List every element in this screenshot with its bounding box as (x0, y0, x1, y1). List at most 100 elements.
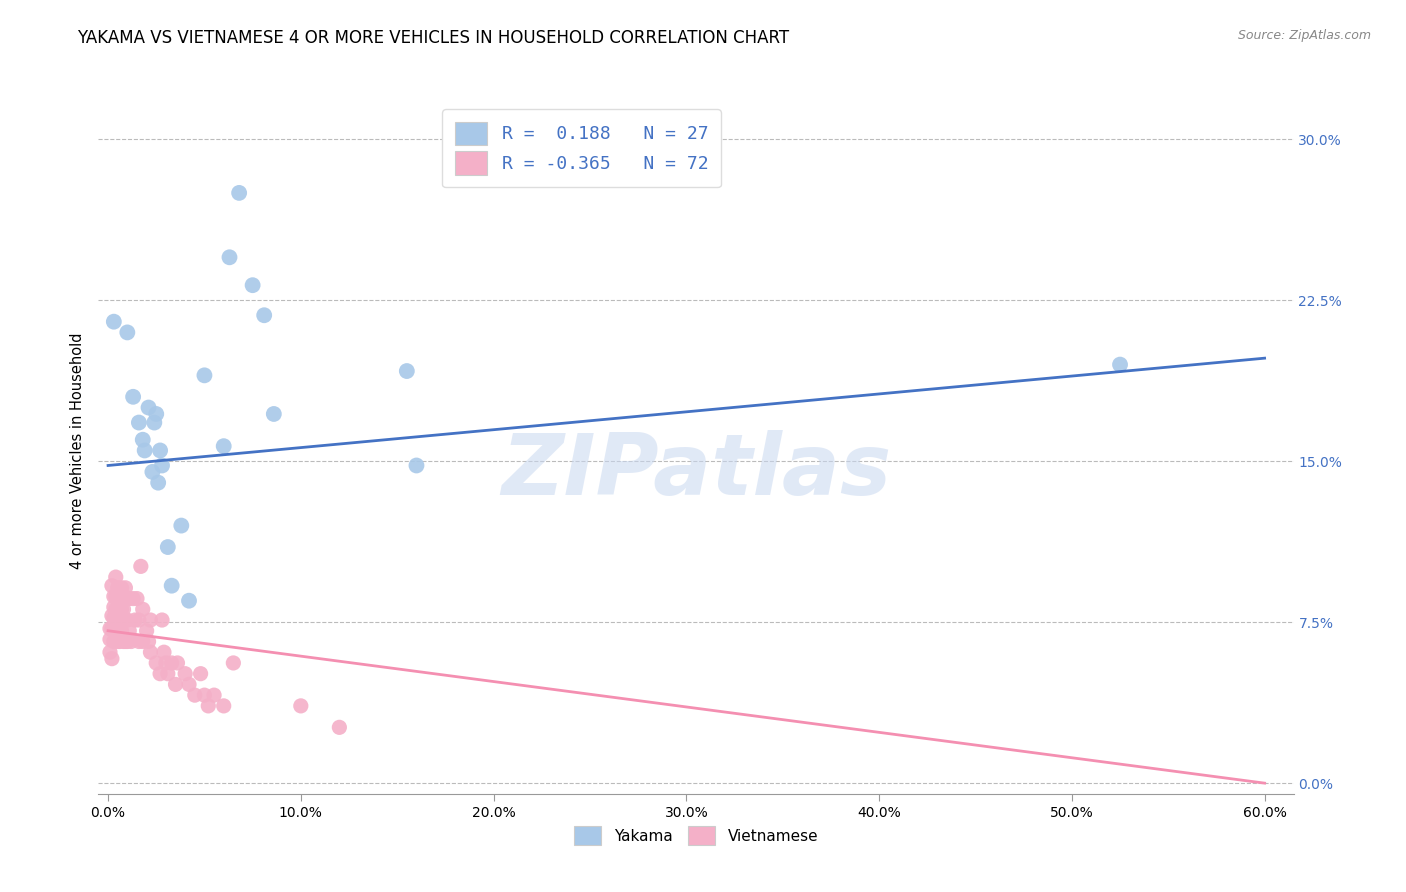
Point (145, 407, 167, 421)
Point (129, 559, 152, 574)
Point (160, 656, 183, 670)
Point (145, 656, 167, 670)
Point (108, 591, 131, 606)
Point (156, 540, 179, 554)
Point (104, 570, 127, 584)
Point (218, 250, 240, 264)
Point (193, 368, 215, 383)
Point (103, 590, 125, 604)
Point (139, 613, 162, 627)
Point (117, 634, 139, 648)
Point (150, 458, 173, 473)
Point (101, 651, 124, 665)
Point (128, 416, 150, 430)
Point (174, 666, 197, 681)
Point (170, 518, 193, 533)
Point (110, 624, 132, 638)
Point (148, 475, 170, 490)
Point (108, 634, 131, 648)
Text: ZIPatlas: ZIPatlas (501, 430, 891, 513)
Point (132, 602, 155, 616)
Point (117, 613, 139, 627)
Point (253, 308, 276, 322)
Point (150, 613, 173, 627)
Point (138, 401, 160, 415)
Point (134, 443, 156, 458)
Point (104, 624, 127, 638)
Point (156, 666, 179, 681)
Point (212, 439, 235, 453)
Point (108, 602, 131, 616)
Point (1109, 358, 1132, 372)
Point (149, 666, 172, 681)
Point (138, 634, 160, 648)
Point (98, 645, 121, 659)
Point (165, 677, 187, 691)
Point (114, 581, 136, 595)
Point (160, 579, 183, 593)
Point (155, 656, 177, 670)
Point (153, 645, 176, 659)
Point (104, 590, 127, 604)
Point (290, 698, 312, 713)
Point (405, 458, 427, 473)
Point (110, 602, 132, 616)
Point (118, 624, 141, 638)
Point (118, 591, 141, 606)
Point (328, 720, 350, 734)
Point (197, 698, 219, 713)
Y-axis label: 4 or more Vehicles in Household: 4 or more Vehicles in Household (70, 332, 86, 569)
Point (135, 624, 157, 638)
Point (103, 634, 125, 648)
Point (103, 611, 125, 625)
Point (222, 656, 245, 670)
Point (132, 634, 155, 648)
Point (107, 634, 129, 648)
Point (101, 608, 124, 623)
Point (103, 624, 125, 638)
Point (202, 688, 225, 702)
Point (263, 407, 285, 421)
Point (114, 613, 136, 627)
Point (112, 634, 135, 648)
Point (117, 326, 139, 340)
Point (112, 590, 135, 604)
Text: Source: ZipAtlas.com: Source: ZipAtlas.com (1237, 29, 1371, 42)
Point (190, 666, 212, 681)
Point (122, 390, 145, 404)
Point (141, 465, 163, 479)
Point (98, 632, 121, 647)
Text: YAKAMA VS VIETNAMESE 4 OR MORE VEHICLES IN HOUSEHOLD CORRELATION CHART: YAKAMA VS VIETNAMESE 4 OR MORE VEHICLES … (77, 29, 789, 46)
Point (107, 613, 129, 627)
Point (242, 278, 264, 293)
Point (177, 677, 200, 691)
Point (193, 688, 215, 702)
Point (117, 591, 139, 606)
Point (114, 634, 136, 648)
Point (103, 315, 125, 329)
Point (98, 622, 121, 636)
Point (124, 613, 146, 627)
Point (166, 656, 188, 670)
Point (143, 416, 166, 430)
Point (139, 645, 162, 659)
Point (103, 600, 125, 615)
Point (149, 443, 172, 458)
Legend: Yakama, Vietnamese: Yakama, Vietnamese (568, 820, 824, 852)
Point (177, 593, 200, 607)
Point (395, 364, 418, 378)
Point (104, 602, 127, 616)
Point (112, 613, 135, 627)
Point (108, 613, 131, 627)
Point (212, 698, 235, 713)
Point (128, 634, 150, 648)
Point (107, 581, 129, 595)
Point (132, 433, 155, 447)
Point (110, 581, 132, 595)
Point (228, 186, 250, 200)
Point (101, 579, 124, 593)
Point (112, 602, 135, 616)
Point (120, 634, 142, 648)
Point (122, 591, 145, 606)
Point (107, 591, 129, 606)
